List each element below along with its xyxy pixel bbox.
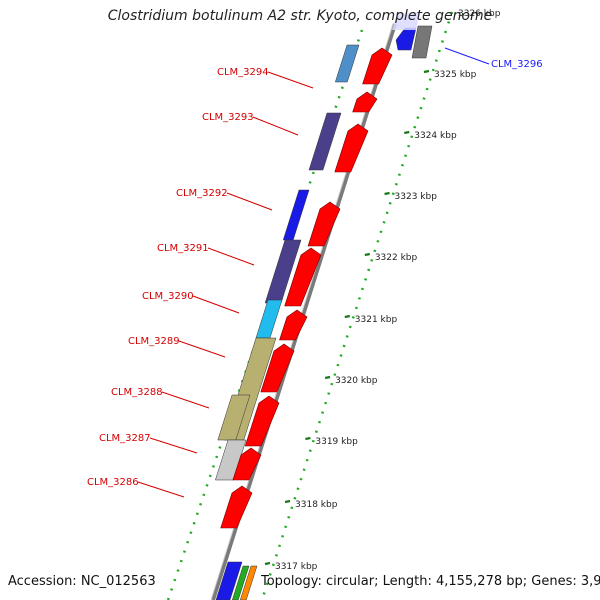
kbp-label-partial: 3326 kbp	[458, 9, 501, 19]
kbp-label: 3317 kbp	[275, 562, 318, 572]
forward-gene-arrow[interactable]	[244, 395, 280, 447]
gene-label-clm-3294[interactable]: CLM_3294	[217, 67, 269, 78]
forward-gene-arrow[interactable]	[307, 201, 341, 247]
gene-leader-line	[149, 437, 198, 454]
gene-leader-line	[444, 47, 490, 65]
gene-block-clm-3296[interactable]	[395, 27, 417, 51]
gene-label-clm-3287[interactable]: CLM_3287	[99, 433, 151, 444]
accession-text: Accession: NC_012563	[8, 574, 156, 589]
kbp-tick	[384, 191, 390, 196]
kbp-tick	[305, 436, 311, 441]
kbp-tick	[423, 69, 430, 74]
forward-gene-arrow[interactable]	[284, 247, 322, 307]
gene-label-clm-3291[interactable]: CLM_3291	[157, 243, 209, 254]
kbp-label: 3319 kbp	[315, 437, 358, 447]
kbp-label: 3320 kbp	[335, 376, 378, 386]
forward-gene-arrow[interactable]	[352, 91, 378, 113]
forward-gene-arrow[interactable]	[334, 123, 369, 173]
gene-label-clm-3286[interactable]: CLM_3286	[87, 477, 139, 488]
gene-leader-line	[207, 247, 255, 266]
gene-block-clm-3292[interactable]	[282, 189, 310, 241]
kbp-tick	[404, 130, 410, 135]
partial-gene-block[interactable]	[215, 561, 243, 600]
kbp-label: 3325 kbp	[434, 70, 477, 80]
gene-label-clm-3288[interactable]: CLM_3288	[111, 387, 163, 398]
kbp-tick	[284, 499, 291, 504]
forward-gene-arrow[interactable]	[260, 343, 295, 393]
partial-gene-block[interactable]	[231, 565, 250, 600]
gene-block-light[interactable]	[392, 12, 420, 30]
chart-title: Clostridium botulinum A2 str. Kyoto, com…	[107, 8, 493, 24]
gene-label-clm-3290[interactable]: CLM_3290	[142, 291, 194, 302]
forward-gene-arrow[interactable]	[232, 447, 262, 481]
forward-gene-arrow[interactable]	[220, 485, 253, 529]
kbp-label: 3323 kbp	[395, 192, 438, 202]
gene-block-clm-3294[interactable]	[334, 44, 360, 83]
gene-leader-line	[252, 116, 299, 136]
gene-leader-line	[267, 71, 314, 89]
gene-label-clm-3296[interactable]: CLM_3296	[491, 59, 543, 70]
kbp-label: 3324 kbp	[414, 131, 457, 141]
gene-label-clm-3293[interactable]: CLM_3293	[202, 112, 254, 123]
gene-block-clm-3290[interactable]	[255, 299, 283, 339]
kbp-label: 3322 kbp	[375, 253, 418, 263]
kbp-tick	[364, 252, 371, 257]
kbp-tick	[344, 314, 351, 319]
partial-gene-block[interactable]	[239, 565, 258, 600]
forward-gene-arrow[interactable]	[279, 309, 308, 341]
gene-block-grey[interactable]	[411, 25, 433, 59]
gene-leader-line	[161, 391, 210, 409]
gene-block-clm-3293[interactable]	[308, 112, 342, 171]
gene-label-clm-3292[interactable]: CLM_3292	[176, 188, 228, 199]
gene-label-clm-3289[interactable]: CLM_3289	[128, 336, 180, 347]
gene-leader-line	[178, 340, 226, 358]
genome-summary-text: Topology: circular; Length: 4,155,278 bp…	[261, 574, 600, 589]
kbp-label: 3318 kbp	[295, 500, 338, 510]
kbp-label: 3321 kbp	[355, 315, 398, 325]
kbp-tick	[324, 375, 331, 380]
gene-leader-line	[192, 295, 240, 314]
kbp-tick	[264, 561, 271, 566]
gene-leader-line	[137, 481, 185, 498]
gene-leader-line	[226, 192, 273, 211]
forward-gene-arrow[interactable]	[362, 47, 393, 85]
